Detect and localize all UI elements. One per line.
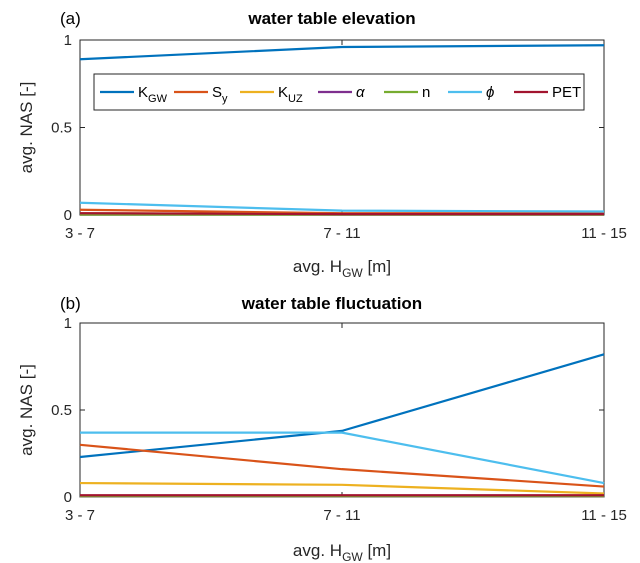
legend-label: ϕ bbox=[486, 84, 494, 101]
series-line-- bbox=[80, 431, 605, 485]
legend-label: KGW bbox=[138, 84, 168, 105]
x-axis-label: avg. HGW [m] bbox=[293, 541, 391, 563]
y-tick-label: 1 bbox=[64, 32, 72, 49]
y-tick-label: 0 bbox=[64, 489, 72, 506]
series-line-k-gw bbox=[79, 44, 605, 61]
chart-title: water table elevation bbox=[247, 9, 415, 28]
y-tick-label: 1 bbox=[64, 315, 72, 332]
legend: KGW Sy KUZ α n ϕ PET bbox=[93, 73, 585, 111]
series-line-- bbox=[79, 201, 605, 213]
panel-label: (b) bbox=[60, 294, 81, 313]
series-line-s-y bbox=[79, 443, 605, 488]
y-tick-label: 0.5 bbox=[51, 402, 72, 419]
series-line-k-uz bbox=[79, 481, 605, 495]
x-tick-label: 3 - 7 bbox=[65, 225, 95, 242]
series-line-k-gw bbox=[79, 353, 605, 459]
legend-label: n bbox=[422, 84, 430, 101]
y-tick-label: 0.5 bbox=[51, 120, 72, 137]
chart-title: water table fluctuation bbox=[241, 294, 422, 313]
panel-a: 0 0.5 1 3 - 7 7 - 11 11 - 15 water table eleva… bbox=[17, 9, 627, 280]
axes-box bbox=[79, 39, 605, 216]
legend-label: α bbox=[356, 84, 365, 101]
y-axis-label: avg. NAS [-] bbox=[17, 364, 36, 456]
y-tick-label: 0 bbox=[64, 207, 72, 224]
legend-label: KUZ bbox=[278, 84, 303, 105]
x-tick-label: 7 - 11 bbox=[323, 225, 360, 242]
x-tick-label: 11 - 15 bbox=[581, 225, 627, 242]
series-line-pet bbox=[79, 212, 604, 216]
axes-box bbox=[79, 322, 605, 498]
x-axis-label: avg. HGW [m] bbox=[293, 257, 391, 280]
panel-b: 0 0.5 1 3 - 7 7 - 11 11 - 15 water table fluct… bbox=[17, 294, 627, 563]
x-tick-label: 3 - 7 bbox=[65, 507, 95, 524]
legend-label: Sy bbox=[212, 84, 228, 105]
panel-label: (a) bbox=[60, 9, 81, 28]
legend-label: PET bbox=[552, 84, 581, 101]
x-tick-label: 11 - 15 bbox=[581, 507, 627, 524]
x-tick-label: 7 - 11 bbox=[323, 507, 360, 524]
y-axis-label: avg. NAS [-] bbox=[17, 82, 36, 174]
